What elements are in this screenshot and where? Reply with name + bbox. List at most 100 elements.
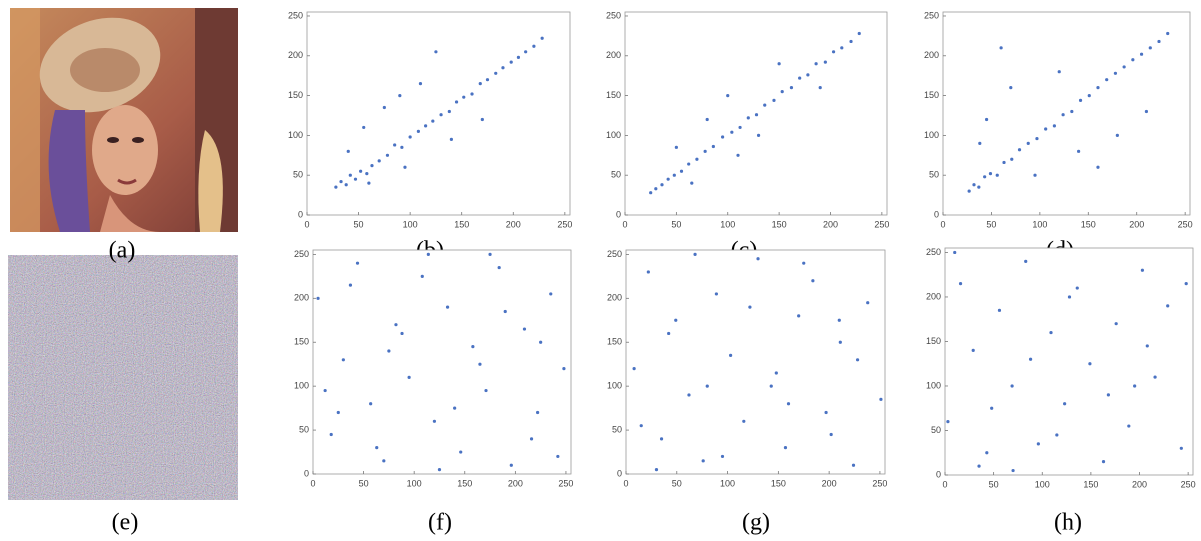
scatter-point — [674, 145, 678, 149]
scatter-point — [674, 318, 678, 322]
y-tick-label: 200 — [924, 50, 939, 60]
scatter-point — [978, 141, 982, 145]
scatter-point — [470, 92, 474, 96]
scatter-point — [1088, 362, 1092, 366]
scatter-point — [1087, 93, 1091, 98]
y-tick-label: 100 — [924, 130, 939, 140]
scatter-point — [348, 173, 352, 177]
scatter-point — [316, 296, 320, 300]
y-tick-label: 0 — [617, 468, 622, 478]
scatter-point — [693, 252, 697, 256]
scatter-point — [851, 463, 856, 467]
y-tick-label: 0 — [298, 209, 303, 219]
scatter-point — [958, 282, 963, 286]
scatter-point — [445, 305, 450, 309]
scatter-point — [341, 358, 345, 362]
scatter-point — [824, 410, 828, 415]
scatter-point — [967, 189, 971, 193]
scatter-point — [1055, 433, 1059, 437]
scatter-point — [1024, 259, 1028, 263]
scatter-point — [672, 173, 676, 177]
scatter-point — [439, 113, 443, 117]
x-tick-label: 150 — [771, 478, 786, 488]
y-tick-label: 50 — [929, 170, 939, 180]
scatter-point — [946, 419, 950, 424]
scatter-point — [1122, 65, 1126, 69]
scatter-point — [369, 402, 373, 406]
x-tick-label: 50 — [359, 478, 369, 488]
x-tick-label: 100 — [1032, 219, 1047, 229]
scatter-point — [1075, 286, 1079, 290]
axes-frame — [312, 249, 572, 475]
scatter-point — [1033, 173, 1037, 177]
x-tick-label: 0 — [940, 219, 945, 229]
scatter-point — [1061, 113, 1065, 117]
scatter-point — [1044, 127, 1048, 131]
x-tick-label: 250 — [557, 219, 572, 229]
axes-frame — [944, 247, 1194, 476]
scatter-point — [434, 50, 438, 54]
scatter-point — [999, 46, 1003, 50]
scatter-point — [1166, 31, 1170, 36]
scatter-point — [1157, 39, 1161, 44]
scatter-point — [382, 459, 386, 463]
scatter-point — [977, 464, 981, 468]
y-tick-label: 0 — [304, 468, 309, 478]
scatter-point — [524, 50, 528, 54]
scatter-point — [666, 177, 670, 181]
scatter-point — [639, 424, 643, 428]
y-tick-label: 0 — [936, 469, 941, 479]
scatter-point — [408, 135, 412, 139]
scatter-point — [831, 50, 836, 54]
scatter-point — [1052, 124, 1056, 128]
y-tick-label: 250 — [606, 10, 621, 20]
x-tick-label: 50 — [671, 219, 681, 229]
scatter-point — [879, 397, 883, 401]
scatter-point — [997, 308, 1002, 312]
scatter-point — [1002, 160, 1006, 165]
scatter-point — [783, 446, 788, 450]
x-tick-label: 0 — [310, 478, 315, 488]
scatter-point — [866, 301, 870, 305]
scatter-point — [478, 362, 482, 366]
scatter-point — [344, 183, 348, 187]
scatter-point — [418, 82, 423, 86]
scatter-point — [323, 388, 327, 393]
scatter-point — [811, 279, 815, 283]
scatter-point — [471, 345, 475, 349]
y-tick-label: 250 — [607, 249, 622, 259]
scatter-point — [549, 292, 553, 296]
x-tick-label: 100 — [403, 219, 418, 229]
panel-label: (g) — [742, 510, 770, 536]
scatter-point — [503, 309, 507, 314]
scatter-point — [1010, 157, 1014, 161]
scatter-point — [1036, 442, 1040, 446]
scatter-point — [1153, 375, 1157, 379]
scatter-point — [990, 406, 994, 410]
x-tick-label: 50 — [672, 478, 682, 488]
photo-image — [10, 8, 238, 232]
scatter-point — [353, 177, 358, 181]
scatter-point — [540, 36, 544, 40]
scatter-point — [837, 318, 841, 322]
y-tick-label: 200 — [926, 291, 941, 301]
scatter-point — [1105, 78, 1109, 82]
scatter-point — [1127, 424, 1131, 428]
scatter-point — [721, 135, 725, 139]
scatter-point — [726, 93, 730, 98]
scatter-point — [1114, 322, 1118, 326]
scatter-point — [720, 454, 725, 459]
x-tick-label: 250 — [874, 219, 889, 229]
scatter-point — [1144, 109, 1149, 114]
axes-frame — [306, 11, 571, 216]
scatter-point — [840, 46, 844, 50]
scatter-point — [1063, 402, 1067, 406]
scatter-point — [365, 172, 369, 176]
scatter-point — [454, 100, 459, 104]
scatter-point — [478, 82, 482, 86]
scatter-point — [382, 105, 386, 110]
scatter-point — [1070, 109, 1074, 114]
scatter-point — [522, 327, 527, 331]
y-tick-label: 50 — [611, 170, 621, 180]
scatter-point — [459, 450, 463, 454]
